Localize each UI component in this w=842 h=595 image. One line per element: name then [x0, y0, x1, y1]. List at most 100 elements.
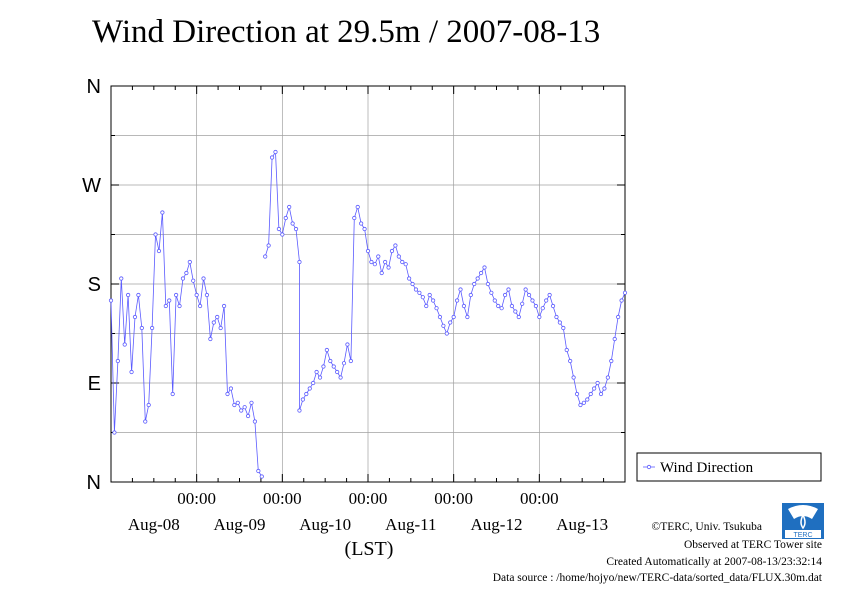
data-point: [239, 408, 244, 413]
y-tick-label: S: [88, 274, 101, 296]
data-point: [249, 400, 254, 405]
y-tick-label: W: [82, 175, 101, 197]
data-point: [602, 386, 607, 391]
x-axis-label: (LST): [345, 538, 394, 560]
data-point: [348, 358, 353, 364]
data-point: [252, 419, 258, 424]
data-point: [530, 298, 535, 303]
data-point: [215, 314, 220, 320]
observed-text: Observed at TERC Tower site: [683, 539, 822, 551]
data-point: [160, 210, 165, 215]
data-point: [139, 325, 144, 331]
data-point: [544, 298, 549, 303]
data-point: [393, 243, 398, 248]
data-point: [376, 254, 381, 259]
data-point: [472, 281, 477, 287]
data-point: [355, 204, 360, 210]
x-tick-time-label: 00:00: [349, 489, 388, 508]
data-point: [509, 303, 515, 309]
data-point: [170, 391, 175, 397]
data-point: [184, 270, 189, 276]
legend-marker: [646, 464, 652, 470]
data-point: [489, 290, 494, 295]
data-point: [221, 303, 227, 309]
data-point: [513, 309, 518, 314]
data-point: [311, 380, 316, 386]
data-point: [616, 314, 621, 320]
data-point: [561, 325, 566, 331]
data-point: [331, 364, 336, 369]
data-point: [266, 243, 271, 248]
data-point: [225, 391, 230, 397]
data-point: [204, 292, 210, 298]
data-point: [396, 254, 401, 259]
data-point: [547, 292, 552, 298]
data-point: [454, 298, 460, 303]
data-point: [191, 278, 196, 283]
y-tick-label: N: [87, 472, 101, 494]
data-point: [389, 248, 395, 254]
data-point: [324, 347, 329, 353]
data-point: [478, 270, 484, 276]
data-point: [372, 262, 377, 267]
data-point: [201, 276, 206, 281]
data-point: [269, 155, 275, 160]
data-point: [424, 303, 429, 309]
data-point: [259, 474, 264, 479]
data-point: [434, 306, 439, 311]
data-point: [407, 276, 412, 281]
data-point: [245, 413, 251, 419]
data-point: [540, 306, 545, 311]
data-point: [143, 419, 148, 424]
data-point: [420, 295, 425, 300]
data-point: [465, 314, 470, 320]
data-point: [598, 391, 604, 397]
x-tick-date-label: Aug-11: [385, 515, 436, 534]
data-point: [359, 221, 364, 226]
data-point: [523, 287, 528, 292]
data-point: [167, 298, 172, 303]
series-line: [264, 150, 626, 411]
data-point: [444, 331, 449, 336]
data-point: [427, 292, 432, 298]
data-point: [228, 386, 234, 391]
data-point: [619, 298, 624, 303]
data-point: [112, 430, 117, 435]
data-point: [108, 298, 114, 303]
data-point: [609, 358, 614, 364]
data-point: [328, 358, 333, 364]
data-point: [386, 265, 391, 270]
data-point: [475, 276, 480, 281]
data-point: [352, 215, 357, 221]
data-point: [468, 292, 473, 298]
x-tick-time-label: 00:00: [434, 489, 473, 508]
y-tick-label: N: [87, 76, 101, 98]
data-point: [400, 259, 405, 265]
legend-label: Wind Direction: [660, 460, 754, 476]
data-point: [448, 320, 453, 325]
logo-text: TERC: [793, 532, 812, 539]
data-point: [564, 347, 569, 353]
data-point: [520, 301, 525, 306]
data-point: [146, 402, 151, 408]
data-point: [492, 298, 497, 303]
series-line: [110, 212, 263, 477]
data-point: [451, 314, 456, 320]
created-text: Created Automatically at 2007-08-13/23:3…: [606, 556, 822, 568]
x-tick-date-label: Aug-12: [471, 515, 523, 534]
data-point: [218, 325, 223, 331]
data-point: [304, 391, 309, 397]
data-point: [506, 287, 511, 292]
data-point: [533, 303, 539, 309]
data-point: [550, 303, 556, 309]
data-point: [516, 314, 521, 320]
chart-title: Wind Direction at 29.5m / 2007-08-13: [92, 14, 601, 50]
x-tick-date-label: Aug-13: [556, 515, 608, 534]
data-point: [235, 400, 240, 405]
data-point: [263, 254, 268, 259]
data-point: [592, 386, 597, 391]
data-point: [293, 226, 299, 232]
data-point: [482, 265, 487, 270]
data-point: [287, 204, 292, 210]
data-point: [458, 287, 463, 292]
